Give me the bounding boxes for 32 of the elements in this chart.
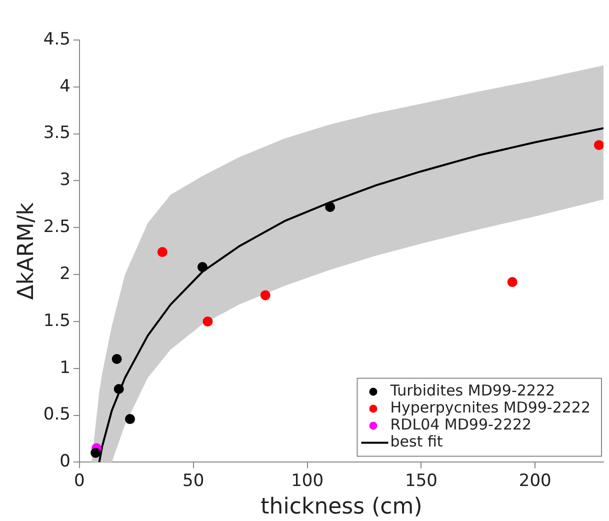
- y-tick-label: 1: [60, 358, 70, 378]
- x-tick-label: 200: [518, 470, 552, 491]
- y-tick-label: 3.5: [43, 123, 70, 144]
- x-tick-label: 150: [404, 470, 438, 491]
- point: [112, 354, 122, 364]
- point: [507, 277, 518, 288]
- y-tick-label: 0.5: [43, 404, 70, 425]
- y-tick-label: 4.5: [43, 29, 70, 50]
- point: [197, 262, 208, 272]
- point: [260, 290, 270, 300]
- y-tick-label: 1.5: [43, 310, 70, 331]
- point: [125, 414, 136, 424]
- point: [594, 140, 604, 150]
- y-tick-label: 0: [60, 452, 70, 472]
- point: [202, 316, 213, 326]
- x-tick-label: 0: [74, 470, 85, 491]
- point: [157, 247, 168, 258]
- y-tick-label: 4: [60, 76, 70, 96]
- legend-label: Turbidites MD99-2222: [389, 382, 556, 400]
- x-axis-title: thickness (cm): [260, 494, 422, 520]
- y-tick-label: 2: [60, 264, 70, 284]
- x-tick-label: 100: [291, 470, 324, 491]
- legend-label: Hyperpycnites MD99-2222: [390, 398, 591, 417]
- y-axis-title: ΔkARM/k: [14, 202, 39, 300]
- y-tick-label: 3: [60, 170, 70, 190]
- point: [114, 384, 124, 394]
- legend-label: best fit: [390, 432, 443, 451]
- y-tick-label: 2.5: [43, 217, 70, 238]
- point: [90, 448, 101, 458]
- point: [325, 202, 336, 212]
- x-tick-label: 50: [182, 470, 204, 491]
- legend-label: RDL04 MD99-2222: [390, 416, 532, 434]
